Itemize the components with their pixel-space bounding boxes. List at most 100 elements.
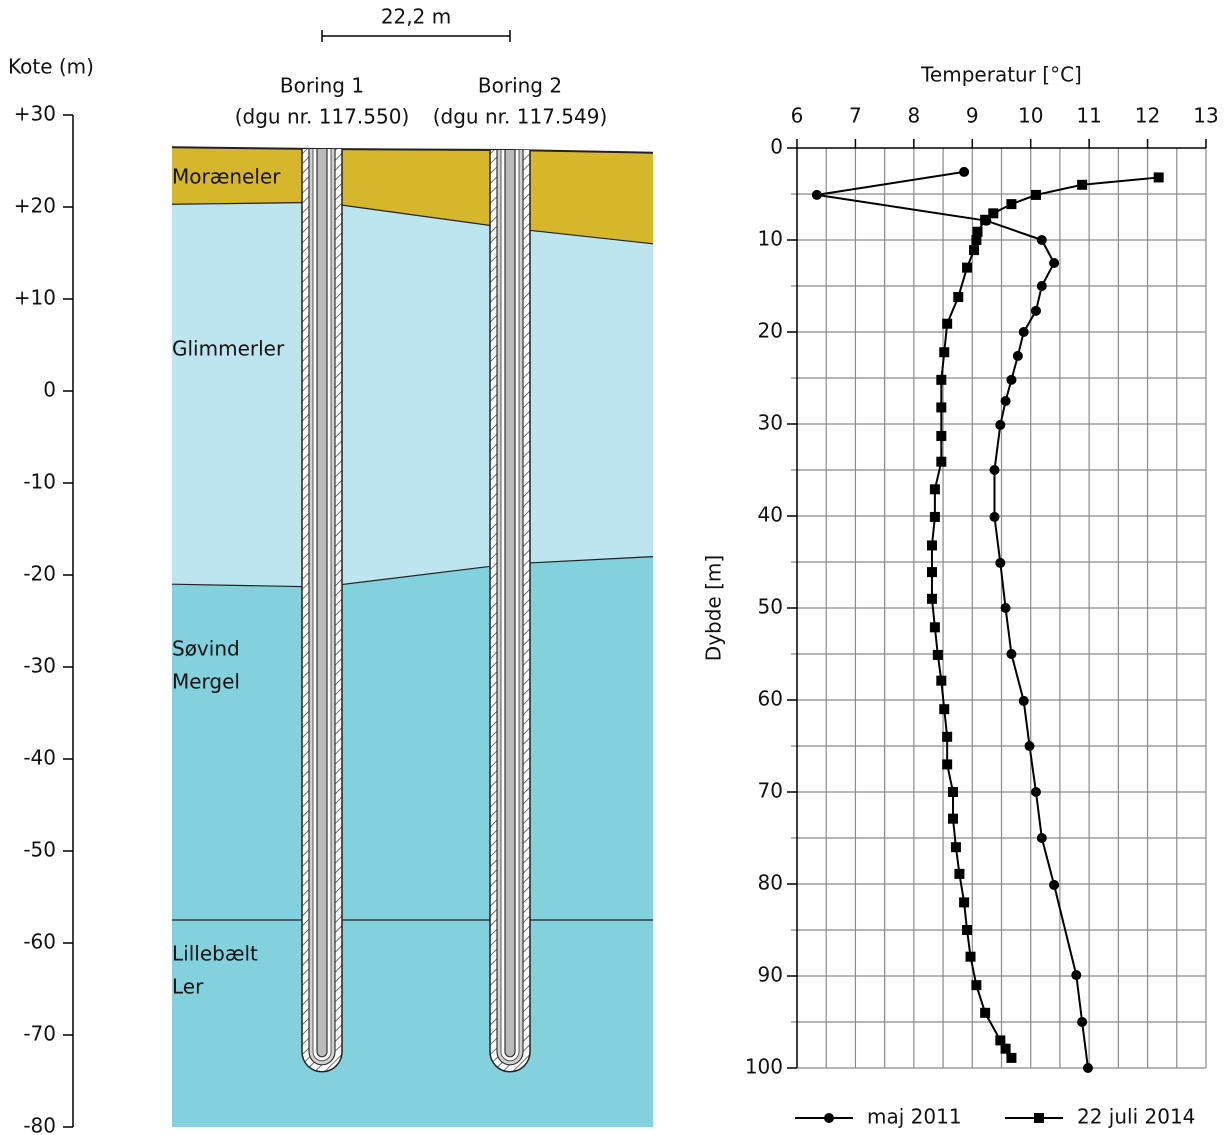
borehole-pipe [317, 149, 327, 1057]
data-point [1154, 172, 1164, 182]
y-tick-label: 70 [758, 779, 783, 803]
data-point [969, 245, 979, 255]
data-point [930, 622, 940, 632]
data-point [1071, 970, 1081, 980]
data-point [1037, 833, 1047, 843]
y-tick-label: -50 [23, 838, 56, 862]
data-point [995, 558, 1005, 568]
cross-section: Kote (m) +30 +20 +10 0 -10 -20 -30 -40 -50 -60 -70 -… [8, 5, 653, 1135]
legend-label: 22 juli 2014 [1077, 1105, 1195, 1129]
data-point [1025, 741, 1035, 751]
x-tick-label: 10 [1018, 104, 1043, 128]
data-point [1077, 1017, 1087, 1027]
data-point [948, 787, 958, 797]
data-point [936, 457, 946, 467]
data-point [1077, 180, 1087, 190]
data-point [989, 465, 999, 475]
y-tick-label: -70 [23, 1022, 56, 1046]
data-point [1083, 1063, 1093, 1073]
y-tick-label: -80 [23, 1114, 56, 1135]
y-tick-label: 80 [758, 871, 783, 895]
y-tick-label: +30 [14, 102, 56, 126]
data-point [812, 190, 822, 200]
data-point [966, 952, 976, 962]
layer [172, 557, 653, 920]
scale-label: 22,2 m [381, 5, 451, 29]
data-point [989, 512, 999, 522]
y-tick-label: -40 [23, 746, 56, 770]
data-point [971, 980, 981, 990]
x-tick-label: 8 [907, 104, 920, 128]
data-point [1019, 696, 1029, 706]
data-point [1037, 235, 1047, 245]
layer-label: Mergel [172, 670, 240, 694]
y-tick-label: 30 [758, 411, 783, 435]
data-point [1006, 1053, 1016, 1063]
data-point [1031, 190, 1041, 200]
data-point [959, 167, 969, 177]
data-point [953, 292, 963, 302]
data-point [942, 319, 952, 329]
borehole-id: (dgu nr. 117.550) [235, 105, 410, 129]
data-point [948, 814, 958, 824]
x-tick-label: 11 [1076, 104, 1101, 128]
layer [172, 202, 653, 587]
y-tick-label: +10 [14, 286, 56, 310]
borehole-name: Boring 1 [280, 74, 364, 98]
y-tick-label: 0 [770, 135, 783, 159]
layer-label: Glimmerler [172, 337, 285, 361]
data-point [1037, 281, 1047, 291]
data-point [951, 842, 961, 852]
data-point [927, 567, 937, 577]
data-point [939, 704, 949, 714]
y-tick-label: 0 [43, 378, 56, 402]
y-tick-label: -30 [23, 654, 56, 678]
data-point [936, 676, 946, 686]
layer-label: Søvind [172, 637, 240, 661]
y-tick-label: -20 [23, 562, 56, 586]
x-axis-label: Temperatur [°C] [920, 63, 1082, 87]
y-axis-label: Dybde [m] [702, 555, 726, 661]
data-point [962, 263, 972, 273]
y-axis-label: Kote (m) [8, 55, 94, 79]
borehole-name: Boring 2 [478, 74, 562, 98]
x-tick-label: 6 [791, 104, 804, 128]
data-point [939, 347, 949, 357]
data-point [1049, 880, 1059, 890]
data-point [1031, 306, 1041, 316]
layer-label: Lillebælt [172, 942, 258, 966]
y-tick-label: -10 [23, 470, 56, 494]
data-point [936, 375, 946, 385]
data-point [930, 512, 940, 522]
legend-marker [1034, 1113, 1044, 1123]
data-point [927, 540, 937, 550]
y-tick-label: 90 [758, 963, 783, 987]
data-point [995, 420, 1005, 430]
data-point [1001, 603, 1011, 613]
data-point [1001, 396, 1011, 406]
borehole-id: (dgu nr. 117.549) [433, 105, 608, 129]
y-tick-label: 20 [758, 319, 783, 343]
y-tick-label: +20 [14, 194, 56, 218]
y-tick-label: 40 [758, 503, 783, 527]
data-point [962, 925, 972, 935]
x-tick-label: 13 [1193, 104, 1218, 128]
x-tick-label: 12 [1135, 104, 1160, 128]
layer-label: Ler [172, 975, 204, 999]
data-point [1001, 1044, 1011, 1054]
legend-label: maj 2011 [867, 1105, 962, 1129]
y-tick-label: -60 [23, 930, 56, 954]
y-tick-label: 10 [758, 227, 783, 251]
data-point [959, 897, 969, 907]
figure: Kote (m) +30 +20 +10 0 -10 -20 -30 -40 -50 -60 -70 -… [0, 0, 1228, 1135]
data-point [980, 215, 990, 225]
y-tick-label: 100 [745, 1055, 783, 1079]
series-line [817, 172, 1088, 1068]
x-tick-label: 7 [849, 104, 862, 128]
data-point [1006, 649, 1016, 659]
layer-label: Moræneler [172, 165, 281, 189]
borehole-pipe [505, 150, 515, 1057]
data-point [1006, 375, 1016, 385]
data-point [927, 594, 937, 604]
